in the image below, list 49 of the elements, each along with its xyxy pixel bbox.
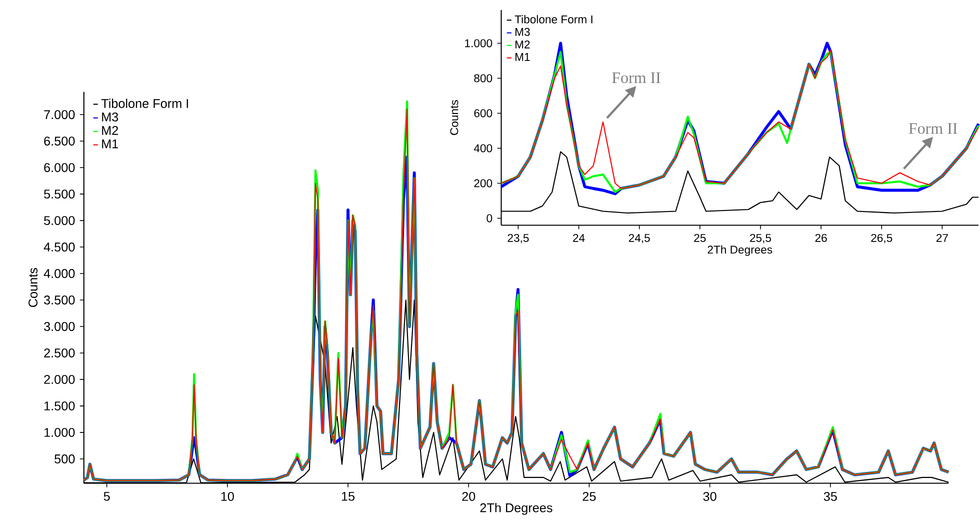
x-tick-label: 25 — [694, 234, 706, 242]
y-tick-label: 500 — [54, 454, 75, 464]
legend-label: Tibolone Form I — [514, 14, 592, 24]
y-tick-label: 3.500 — [44, 295, 75, 304]
y-tick-label: 2.500 — [44, 348, 75, 358]
legend-label: M2 — [515, 40, 530, 48]
x-axis-title: 2Th Degrees — [708, 245, 772, 256]
x-tick-label: 30 — [703, 492, 716, 501]
x-tick-label: 26,5 — [871, 234, 892, 244]
x-tick-label: 10 — [221, 492, 234, 501]
x-tick-label: 25 — [582, 492, 596, 501]
x-tick-label: 24 — [573, 234, 585, 242]
y-axis-title: Counts — [28, 268, 38, 307]
x-tick-label: 20 — [462, 492, 476, 501]
legend-label: M3 — [515, 28, 530, 36]
x-tick-label: 26 — [815, 234, 827, 242]
y-tick-label: 800 — [474, 74, 492, 82]
annotation: Form II — [908, 123, 958, 134]
x-tick-label: 24,5 — [628, 234, 650, 244]
y-tick-label: 200 — [474, 179, 492, 188]
x-tick-label: 15 — [342, 492, 355, 501]
x-axis-title: 2Th Degrees — [480, 502, 552, 515]
x-tick-label: 5 — [104, 492, 110, 501]
x-tick-label: 25,5 — [750, 234, 772, 244]
y-tick-label: 3.000 — [44, 322, 75, 331]
y-tick-label: 0 — [486, 214, 492, 222]
y-tick-label: 4.500 — [44, 242, 75, 252]
y-tick-label: 600 — [474, 109, 492, 118]
y-tick-label: 1.000 — [44, 428, 75, 437]
x-tick-label: 35 — [824, 492, 837, 501]
y-axis-title: Counts — [450, 100, 458, 135]
y-tick-label: 4.000 — [44, 268, 75, 278]
y-tick-label: 1.000 — [465, 39, 492, 48]
x-tick-label: 27 — [936, 234, 948, 242]
legend-label: Tibolone Form I — [101, 98, 188, 108]
y-tick-label: 2.000 — [44, 374, 75, 384]
legend-label: M2 — [102, 126, 118, 135]
legend-label: M3 — [102, 112, 118, 122]
y-tick-label: 1.500 — [44, 401, 75, 410]
x-tick-label: 23,5 — [508, 234, 529, 244]
legend-label: M1 — [102, 139, 118, 148]
y-tick-label: 5.500 — [44, 190, 75, 198]
annotation: Form II — [612, 72, 660, 84]
y-tick-label: 400 — [474, 144, 492, 152]
y-tick-label: 5.000 — [44, 216, 75, 225]
y-tick-label: 7.000 — [44, 110, 75, 120]
y-tick-label: 6.500 — [44, 136, 75, 146]
y-tick-label: 6.000 — [44, 163, 75, 172]
legend-label: M1 — [515, 52, 530, 61]
